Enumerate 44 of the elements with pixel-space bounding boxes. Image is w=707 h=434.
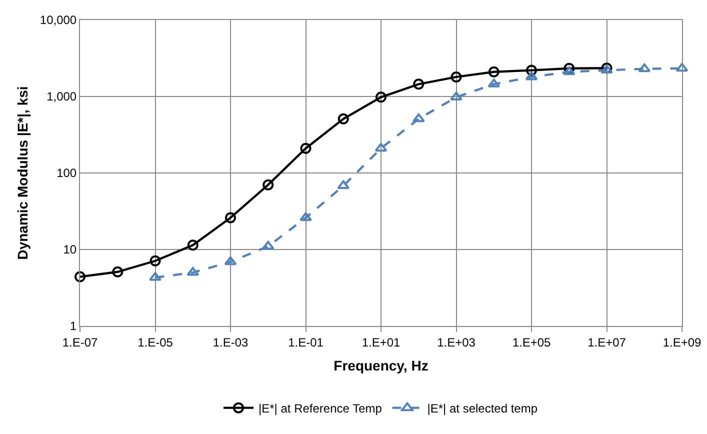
y-tick-label: 1 — [70, 319, 77, 334]
point — [262, 240, 274, 250]
point — [338, 113, 349, 124]
point — [374, 142, 388, 152]
x-tick-label: 1.E-01 — [288, 335, 324, 350]
point — [450, 71, 462, 82]
point — [413, 78, 424, 90]
point — [525, 71, 538, 80]
point — [300, 212, 312, 221]
point — [562, 66, 576, 76]
point — [225, 212, 236, 224]
x-tick-label: 1.E+01 — [362, 335, 401, 350]
point — [300, 142, 312, 154]
point — [224, 256, 237, 266]
point — [376, 92, 386, 103]
y-tick-label: 1,000 — [46, 90, 77, 104]
point — [150, 255, 161, 266]
point — [412, 113, 425, 122]
point — [676, 62, 688, 72]
point — [262, 179, 274, 190]
point — [564, 62, 575, 74]
x-tick-label: 1.E-05 — [138, 335, 174, 350]
legend-label: |E*| at selected temp — [427, 402, 538, 416]
x-tick-label: 1.E+05 — [512, 335, 552, 350]
x-tick-label: 1.E+07 — [588, 335, 626, 350]
x-tick-label: 1.E+09 — [662, 335, 702, 350]
point — [187, 240, 198, 251]
y-tick-label: 100 — [56, 166, 77, 180]
legend-label: |E*| at Reference Temp — [258, 402, 382, 416]
point — [638, 63, 651, 72]
y-tick-label: 10 — [63, 242, 77, 257]
point — [74, 271, 86, 282]
point — [112, 266, 124, 278]
x-tick-label: 1.E-07 — [62, 335, 98, 350]
point — [450, 92, 462, 100]
x-axis-title: Frequency, Hz — [334, 358, 428, 374]
x-tick-label: 1.E+03 — [437, 335, 476, 350]
y-axis-title: Dynamic Modulus |E*|, ksi — [14, 86, 32, 260]
x-tick-label: 1.E-03 — [212, 335, 248, 350]
point — [526, 64, 537, 76]
point — [488, 66, 500, 78]
point — [337, 180, 350, 190]
point — [149, 272, 162, 281]
y-tick-label: 10,000 — [40, 13, 77, 28]
